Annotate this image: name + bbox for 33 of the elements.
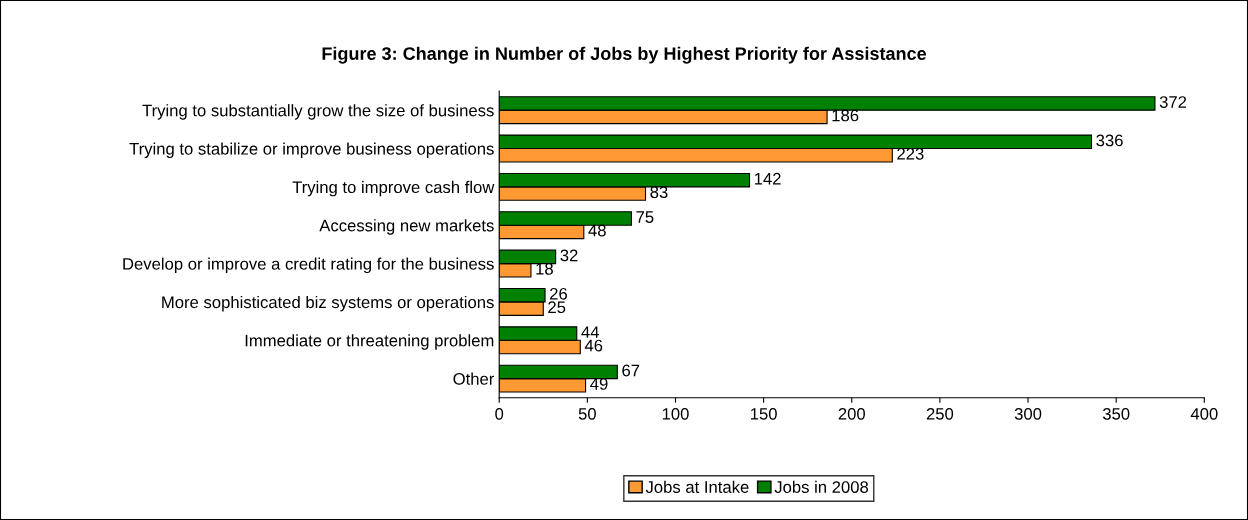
data-label: 336 <box>1096 134 1123 147</box>
y-tick-label: Develop or improve a credit rating for the business <box>123 257 494 274</box>
y-tick-label: More sophisticated biz systems or operations <box>162 295 494 312</box>
legend-label: Jobs in 2008 <box>774 480 869 493</box>
data-label: 26 <box>550 287 568 300</box>
y-tick-label: Accessing new markets <box>319 219 494 235</box>
data-label: 75 <box>636 211 654 223</box>
data-label: 372 <box>1159 96 1187 108</box>
x-tick-label: 200 <box>838 407 866 420</box>
x-tick-label: 100 <box>662 407 689 420</box>
y-tick-label: Trying to stabilize or improve business operations <box>129 142 494 159</box>
x-tick-label: 350 <box>1102 407 1130 420</box>
y-tick-label: Other <box>453 372 495 385</box>
chart-title: Figure 3: Change in Number of Jobs by Highest Priority for Assistance <box>322 46 927 64</box>
data-label: 83 <box>650 186 668 199</box>
data-label: 46 <box>584 339 603 352</box>
y-tick-label: Trying to improve cash flow <box>292 180 495 197</box>
x-tick-label: 50 <box>578 407 596 420</box>
y-tick-label: Trying to substantially grow the size of business <box>142 104 494 120</box>
x-tick-label: 300 <box>1014 407 1042 420</box>
data-label: 48 <box>588 224 606 237</box>
data-label: 142 <box>754 172 781 185</box>
data-label: 32 <box>560 249 578 262</box>
x-tick-label: 400 <box>1190 407 1218 420</box>
data-label: 186 <box>832 109 859 122</box>
x-tick-label: 150 <box>750 407 777 420</box>
y-tick-label: Immediate or threatening problem <box>245 334 494 350</box>
legend-label: Jobs at Intake <box>645 480 749 493</box>
data-label: 25 <box>548 301 566 314</box>
x-tick-label: 0 <box>495 407 504 420</box>
data-label: 44 <box>581 326 599 338</box>
data-label: 67 <box>622 364 640 377</box>
x-tick-label: 250 <box>926 407 954 420</box>
